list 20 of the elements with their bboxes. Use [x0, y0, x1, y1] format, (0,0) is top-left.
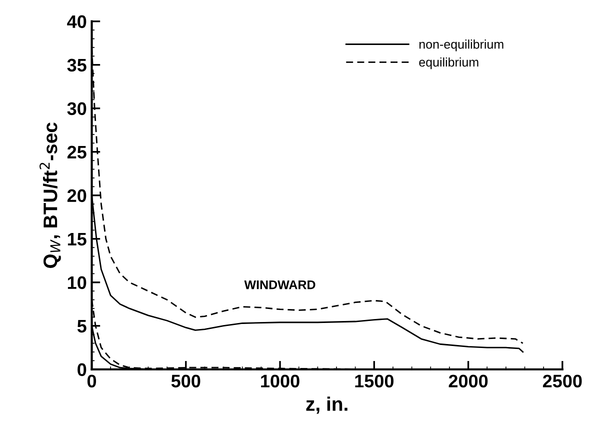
y-tick-label: 20 [67, 189, 86, 202]
x-tick-label: 2500 [542, 374, 582, 388]
x-tick-label: 1000 [261, 374, 300, 388]
y-tick-label: 10 [68, 276, 86, 290]
x-tick-label: 500 [171, 374, 200, 388]
y-tick-label: 30 [67, 102, 86, 116]
x-axis-title: z, in. [306, 396, 348, 414]
y-tick-label: 35 [67, 58, 86, 72]
x-tick-label: 0 [87, 374, 96, 388]
annotation: WINDWARD [244, 280, 316, 290]
legend-label: non-equilibrium [419, 40, 504, 52]
legend-label: equilibrium [419, 57, 478, 70]
y-tick-label: 0 [78, 363, 86, 376]
x-tick-label: 2000 [448, 374, 488, 388]
y-tick-label: 40 [67, 15, 86, 28]
x-tick-label: 1500 [355, 374, 394, 388]
y-tick-label: 5 [77, 320, 86, 333]
y-tick-label: 15 [68, 232, 86, 246]
y-tick-label: 25 [67, 146, 86, 159]
y-axis-title: Q$_{W}$, BTU/ft$^{2}$-sec [40, 122, 61, 268]
